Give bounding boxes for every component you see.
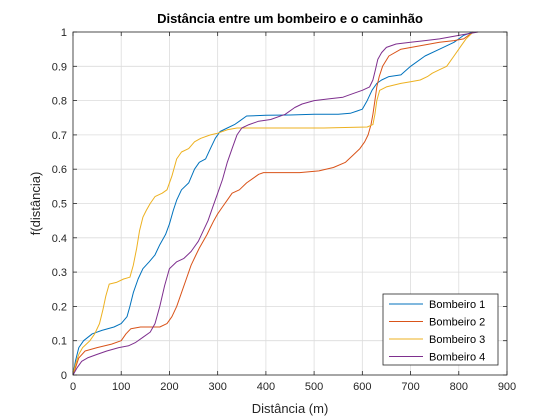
ticks: 0 100 200 300 400 500 600 700 800 900 0 0.1 0.2 0.3 0.…	[52, 27, 516, 393]
series-line-2	[72, 31, 474, 376]
x-tick-label: 300	[208, 381, 226, 393]
y-tick-label: 0.6	[52, 164, 67, 176]
series-line-3	[72, 31, 474, 376]
x-tick-label: 400	[257, 381, 275, 393]
x-tick-label: 800	[450, 381, 468, 393]
x-tick-label: 0	[70, 381, 76, 393]
y-tick-label: 0.3	[52, 267, 67, 279]
x-axis-label: Distância (m)	[252, 401, 329, 416]
x-tick-label: 700	[401, 381, 419, 393]
x-tick-label: 600	[353, 381, 371, 393]
x-tick-label: 500	[305, 381, 323, 393]
y-tick-label: 0.1	[52, 336, 67, 348]
y-tick-label: 0	[61, 370, 67, 382]
x-tick-label: 100	[112, 381, 130, 393]
y-tick-label: 0.9	[52, 61, 67, 73]
series-group	[72, 31, 479, 376]
y-axis-label: f(distância)	[28, 172, 43, 236]
legend-box	[382, 293, 499, 366]
legend-label: Bombeiro 2	[429, 317, 485, 329]
y-tick-label: 0.2	[52, 301, 67, 313]
series-line-4	[72, 31, 479, 376]
legend-label: Bombeiro 3	[429, 334, 485, 346]
y-tick-label: 0.7	[52, 130, 67, 142]
series-line-1	[72, 31, 474, 376]
x-tick-label: 200	[160, 381, 178, 393]
legend-label: Bombeiro 4	[429, 352, 485, 364]
legend: Bombeiro 1 Bombeiro 2 Bombeiro 3 Bombeiro 4	[382, 293, 499, 366]
legend-label: Bombeiro 1	[429, 299, 485, 311]
y-tick-label: 0.5	[52, 199, 67, 211]
y-tick-label: 0.8	[52, 96, 67, 108]
y-tick-label: 1	[61, 27, 67, 39]
x-tick-label: 900	[498, 381, 516, 393]
y-tick-label: 0.4	[52, 233, 67, 245]
chart-title: Distância entre um bombeiro e o caminhão	[157, 11, 423, 26]
